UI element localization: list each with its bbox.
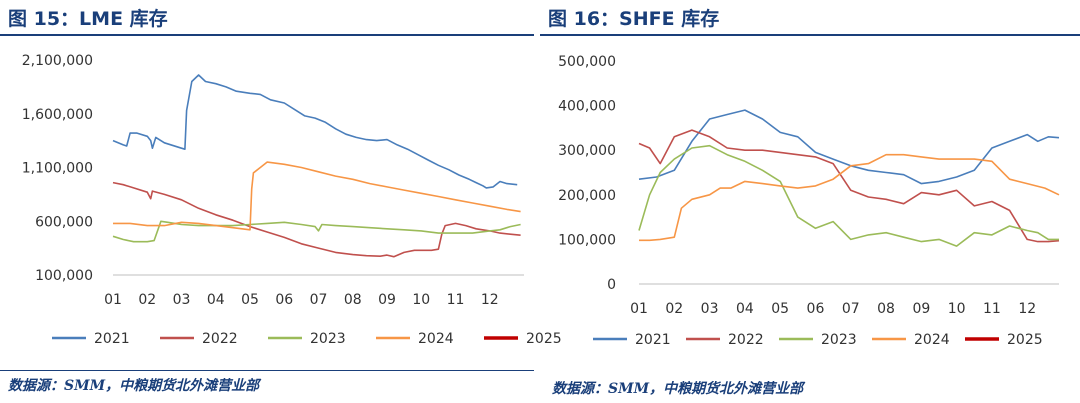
- legend-label-2022: 2022: [202, 331, 238, 347]
- x-tick-label: 04: [207, 292, 225, 308]
- lme-inventory-chart: 100,000 600,000 1,100,000 1,600,000 2,100,00…: [22, 53, 562, 347]
- y-tick-label: 300,000: [558, 143, 616, 159]
- legend-label-2024: 2024: [914, 332, 950, 348]
- series-line-2022: [638, 129, 1060, 243]
- lme-chart-title: 图 15：LME 库存: [8, 8, 168, 30]
- shfe-inventory-panel: 图 16：SHFE 库存 0 100,000 200,000 300,000 400,0…: [540, 0, 1080, 403]
- y-tick-label: 100,000: [558, 232, 616, 248]
- lme-source-note: 数据源：SMM，中粮期货北外滩营业部: [8, 378, 260, 394]
- x-tick-label: 03: [173, 292, 191, 308]
- legend-label-2021: 2021: [94, 331, 130, 347]
- lme-source-rule: [0, 370, 534, 371]
- shfe-inventory-chart: 0 100,000 200,000 300,000 400,000 500,000 01 02…: [558, 54, 1060, 348]
- x-tick-label: 01: [104, 292, 122, 308]
- x-tick-label: 08: [344, 292, 362, 308]
- legend-label-2025: 2025: [1007, 332, 1043, 348]
- x-tick-label: 06: [807, 301, 825, 317]
- x-tick-label: 06: [275, 292, 293, 308]
- x-tick-label: 11: [447, 292, 465, 308]
- x-tick-label: 08: [877, 301, 895, 317]
- legend-label-2025: 2025: [526, 331, 562, 347]
- lme-title-rule: [0, 34, 534, 36]
- legend-label-2023: 2023: [310, 331, 346, 347]
- x-tick-label: 05: [241, 292, 259, 308]
- series-line-2022: [112, 181, 521, 258]
- y-tick-label: 100,000: [35, 268, 93, 284]
- x-tick-label: 12: [481, 292, 499, 308]
- x-tick-label: 02: [138, 292, 156, 308]
- series-line-2021: [112, 74, 518, 189]
- legend-label-2024: 2024: [418, 331, 454, 347]
- x-tick-label: 09: [912, 301, 930, 317]
- shfe-title-rule: [540, 34, 1080, 36]
- x-tick-label: 01: [630, 301, 648, 317]
- x-tick-label: 05: [771, 301, 789, 317]
- y-tick-label: 600,000: [35, 214, 93, 230]
- series-line-2021: [638, 109, 1060, 185]
- x-tick-label: 02: [665, 301, 683, 317]
- series-line-2024: [639, 153, 1060, 242]
- y-tick-label: 2,100,000: [22, 53, 93, 69]
- x-tick-label: 07: [842, 301, 860, 317]
- x-tick-label: 12: [1018, 301, 1036, 317]
- x-tick-label: 10: [948, 301, 966, 317]
- y-tick-label: 400,000: [558, 99, 616, 115]
- legend-label-2022: 2022: [728, 332, 764, 348]
- x-tick-label: 03: [701, 301, 719, 317]
- legend-label-2021: 2021: [635, 332, 671, 348]
- x-tick-label: 09: [378, 292, 396, 308]
- y-tick-label: 0: [607, 277, 616, 293]
- lme-inventory-panel: 图 15：LME 库存 100,000 600,000 1,100,000 1,600…: [0, 0, 562, 403]
- series-line-2023: [638, 144, 1059, 247]
- x-tick-label: 10: [412, 292, 430, 308]
- series-line-2023: [112, 220, 521, 243]
- y-tick-label: 200,000: [558, 188, 616, 204]
- x-tick-label: 04: [736, 301, 754, 317]
- y-tick-label: 1,600,000: [22, 107, 93, 123]
- y-tick-label: 500,000: [558, 54, 616, 70]
- legend-label-2023: 2023: [821, 332, 857, 348]
- y-tick-label: 1,100,000: [22, 161, 93, 177]
- series-line-2024: [113, 161, 521, 231]
- shfe-chart-title: 图 16：SHFE 库存: [548, 8, 720, 30]
- x-tick-label: 11: [983, 301, 1001, 317]
- shfe-source-note: 数据源：SMM，中粮期货北外滩营业部: [552, 381, 804, 397]
- x-tick-label: 07: [310, 292, 328, 308]
